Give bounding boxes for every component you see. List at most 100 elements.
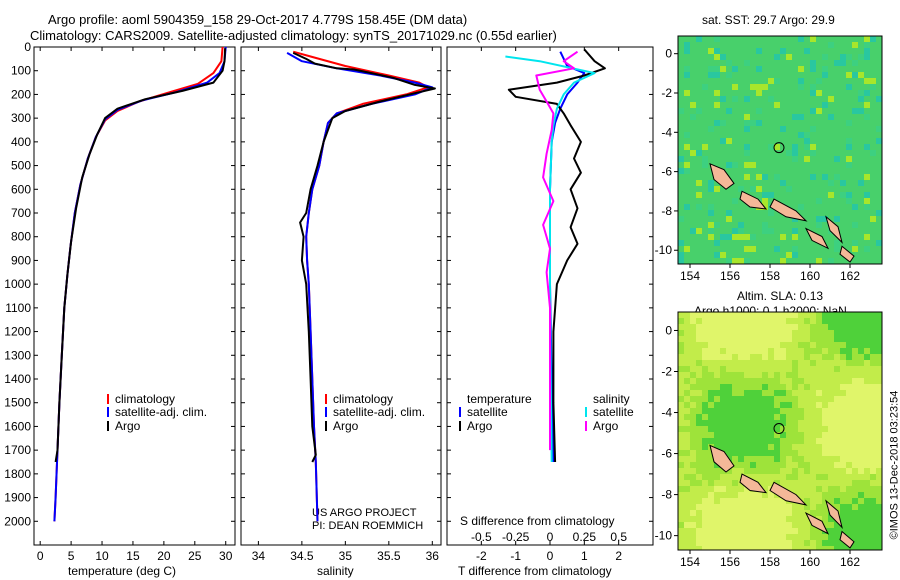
map-3-cell: [714, 156, 720, 162]
map-3-cell: [786, 120, 792, 126]
map-3-cell: [792, 174, 798, 180]
map-3-cell: [744, 228, 750, 234]
map-3-cell: [792, 36, 798, 42]
map-4-cell: [840, 474, 846, 480]
map-3-cell: [678, 234, 684, 240]
map-4-cell: [864, 444, 870, 450]
map-3-cell: [744, 258, 750, 264]
map-3-cell: [864, 84, 870, 90]
map-4-cell: [750, 384, 756, 390]
map-3-cell: [876, 54, 882, 60]
map-4-cell: [720, 336, 726, 342]
map-4-cell: [708, 498, 714, 504]
map-3-cell: [840, 54, 846, 60]
map-3-cell: [732, 108, 738, 114]
map-4-cell: [726, 402, 732, 408]
map-3-cell: [732, 258, 738, 264]
map-4-cell: [840, 420, 846, 426]
map-3-cell: [810, 96, 816, 102]
map-4-cell: [804, 354, 810, 360]
map-4-cell: [846, 456, 852, 462]
map-4-cell: [756, 318, 762, 324]
map-4-cell: [738, 504, 744, 510]
map-4-cell: [732, 354, 738, 360]
map-3-cell: [702, 222, 708, 228]
map-3-cell: [738, 84, 744, 90]
map-4-cell: [768, 480, 774, 486]
map-4-cell: [792, 480, 798, 486]
map-4-cell: [846, 450, 852, 456]
map-3-cell: [708, 144, 714, 150]
map-4-cell: [690, 420, 696, 426]
map-4-cell: [696, 498, 702, 504]
map-4-cell: [756, 444, 762, 450]
map-4-cell: [876, 486, 882, 492]
map-3-cell: [810, 102, 816, 108]
map-4-cell: [708, 438, 714, 444]
map-4-cell: [696, 318, 702, 324]
map-3-cell: [720, 108, 726, 114]
map-3-cell: [846, 36, 852, 42]
map-4-cell: [708, 426, 714, 432]
map-3-cell: [780, 174, 786, 180]
map-3-cell: [684, 108, 690, 114]
map-4-cell: [870, 450, 876, 456]
map-4-cell: [840, 414, 846, 420]
map-3-cell: [792, 60, 798, 66]
map-4-cell: [876, 504, 882, 510]
map-3-cell: [738, 60, 744, 66]
temperature-ytick-label: 1100: [5, 301, 31, 315]
map-3-cell: [708, 216, 714, 222]
map-3-cell: [690, 54, 696, 60]
map-3-cell: [876, 72, 882, 78]
map-4-cell: [750, 468, 756, 474]
map-4-cell: [816, 480, 822, 486]
map-4-cell: [690, 486, 696, 492]
map-3-cell: [852, 54, 858, 60]
map-4-cell: [732, 498, 738, 504]
map-3-cell: [846, 168, 852, 174]
map-4-cell: [864, 480, 870, 486]
map-4-cell: [816, 492, 822, 498]
map-3-cell: [810, 132, 816, 138]
map-3-cell: [810, 198, 816, 204]
map-3-cell: [768, 42, 774, 48]
map-3-cell: [864, 72, 870, 78]
map-4-cell: [732, 414, 738, 420]
map-4-cell: [810, 534, 816, 540]
map-3-cell: [696, 126, 702, 132]
map-4-cell: [702, 534, 708, 540]
map-4-cell: [762, 318, 768, 324]
map-4-cell: [738, 534, 744, 540]
map-4-cell: [750, 546, 756, 550]
map-4-cell: [816, 498, 822, 504]
map-4-cell: [834, 474, 840, 480]
map-4-cell: [834, 432, 840, 438]
map-4-cell: [840, 510, 846, 516]
map-4-cell: [678, 420, 684, 426]
map-3-cell: [840, 150, 846, 156]
map-4-cell: [810, 372, 816, 378]
map-3-cell: [846, 108, 852, 114]
map-3-cell: [834, 132, 840, 138]
difference-xtick-label: -1: [510, 549, 521, 563]
map-4-cell: [864, 402, 870, 408]
map-4-cell: [762, 366, 768, 372]
map-3-cell: [702, 186, 708, 192]
map-3-cell: [696, 108, 702, 114]
map-3-cell: [822, 102, 828, 108]
map-3-cell: [738, 150, 744, 156]
map-4-cell: [756, 372, 762, 378]
map-3-cell: [696, 54, 702, 60]
map-4-cell: [684, 528, 690, 534]
map-3-cell: [822, 150, 828, 156]
map-4-cell: [780, 450, 786, 456]
map-3-cell: [768, 174, 774, 180]
map-4-cell: [858, 528, 864, 534]
sal-legend-satellite: satellite-adj. clim.: [333, 405, 426, 419]
map-3-cell: [792, 204, 798, 210]
map-4-cell: [714, 324, 720, 330]
map-3-cell: [876, 90, 882, 96]
map-4-cell: [810, 504, 816, 510]
map-4-cell: [852, 390, 858, 396]
